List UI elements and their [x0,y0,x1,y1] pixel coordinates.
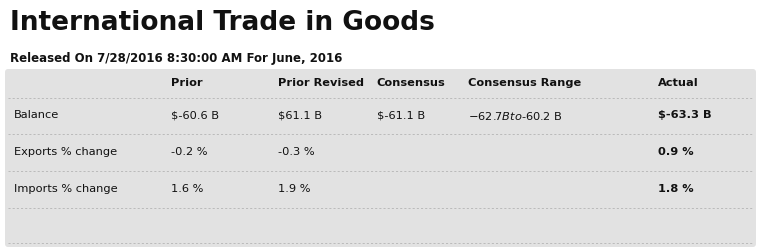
FancyBboxPatch shape [5,69,756,247]
Text: Actual: Actual [658,78,699,88]
Text: $-61.1 B: $-61.1 B [377,110,425,120]
Text: $-63.3 B: $-63.3 B [658,110,712,120]
Text: 1.8 %: 1.8 % [658,184,694,194]
Text: Prior: Prior [171,78,203,88]
Text: Prior Revised: Prior Revised [278,78,364,88]
Text: -0.2 %: -0.2 % [171,147,208,157]
Text: 0.9 %: 0.9 % [658,147,694,157]
Text: Released On 7/28/2016 8:30:00 AM For June, 2016: Released On 7/28/2016 8:30:00 AM For Jun… [10,52,342,65]
Text: -0.3 %: -0.3 % [278,147,314,157]
Text: $-60.6 B: $-60.6 B [171,110,219,120]
Text: Imports % change: Imports % change [14,184,117,194]
Text: Exports % change: Exports % change [14,147,117,157]
Text: 1.9 %: 1.9 % [278,184,310,194]
Text: Balance: Balance [14,110,59,120]
Text: Consensus Range: Consensus Range [468,78,581,88]
Text: 1.6 %: 1.6 % [171,184,204,194]
Text: International Trade in Goods: International Trade in Goods [10,10,435,36]
Text: $-62.7 B to $-60.2 B: $-62.7 B to $-60.2 B [468,110,562,122]
Text: Consensus: Consensus [377,78,445,88]
Text: $61.1 B: $61.1 B [278,110,322,120]
